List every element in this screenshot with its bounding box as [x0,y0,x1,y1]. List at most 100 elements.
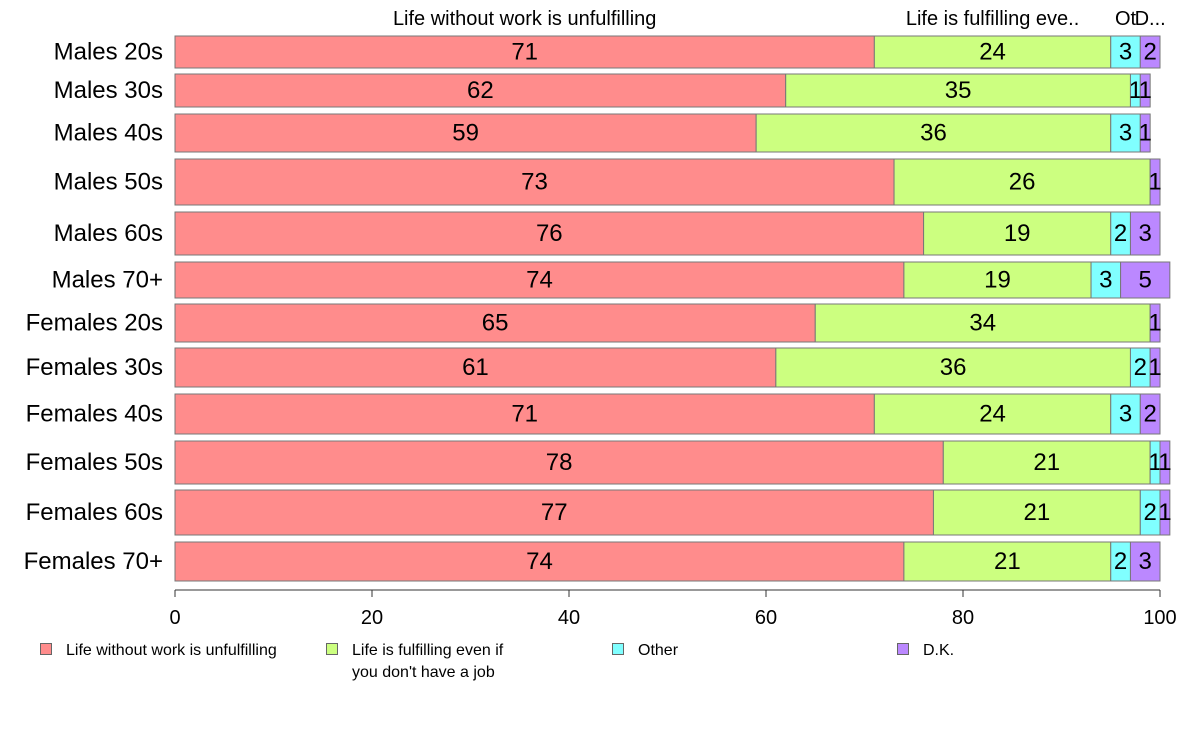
data-label: 21 [1033,449,1060,476]
bar-segment [1120,261,1171,299]
legend-item-fulfilling: Life is fulfilling even if you don't hav… [326,640,503,684]
bar-segment [1159,489,1171,536]
data-label: 35 [945,77,972,104]
data-label: 3 [1099,267,1112,294]
data-label: 21 [1024,499,1051,526]
data-label: 1 [1129,77,1142,104]
top-column-label: Life is fulfilling eve.. [906,8,1079,30]
legend-swatch [40,643,52,655]
bar-segment [1159,440,1171,485]
legend-label: Life is fulfilling even if you don't hav… [352,642,504,681]
data-label: 1 [1139,120,1152,147]
legend-label: Life without work is unfulfilling [66,642,277,659]
bar-segment [1149,158,1161,206]
data-label: 2 [1143,499,1156,526]
bar-segment [1110,113,1141,153]
bar-segment [1149,347,1161,388]
top-column-label: Life without work is unfulfilling [393,8,656,30]
bar-segment [174,303,816,343]
bar-segment [1110,35,1141,69]
data-label: 36 [940,354,967,381]
top-column-label: Ot [1115,8,1137,30]
category-label: Males 70+ [52,267,163,294]
legend-swatch [897,643,909,655]
category-label: Females 50s [26,449,163,476]
data-label: 71 [511,401,538,428]
data-label: 1 [1148,310,1161,337]
x-tick-label: 0 [169,607,180,629]
legend-swatch [612,643,624,655]
bar-segment [1129,541,1161,582]
bar-segment [1139,73,1151,108]
data-label: 1 [1148,449,1161,476]
data-label: 1 [1148,354,1161,381]
legend-item-other: Other [612,640,678,662]
data-label: 3 [1119,39,1132,66]
data-label: 36 [920,120,947,147]
category-label: Males 60s [54,220,163,247]
bar-segment [1139,35,1161,69]
bar-segment [1149,303,1161,343]
x-tick-label: 100 [1143,607,1176,629]
data-label: 2 [1114,220,1127,247]
data-label: 2 [1143,39,1156,66]
category-label: Males 50s [54,169,163,196]
bar-segment [814,303,1151,343]
bar-segment [174,73,787,108]
data-label: 24 [979,401,1006,428]
bar-segment [1110,393,1141,435]
data-label: 76 [536,220,563,247]
bar-segment [785,73,1131,108]
data-label: 19 [1004,220,1031,247]
legend-item-dk: D.K. [897,640,954,662]
bar-segment [174,347,777,388]
data-label: 62 [467,77,494,104]
data-label: 1 [1158,499,1171,526]
x-tick-label: 20 [361,607,383,629]
data-label: 2 [1143,401,1156,428]
data-label: 74 [526,548,553,575]
bar-segment [755,113,1112,153]
category-label: Females 40s [26,401,163,428]
x-tick-label: 80 [952,607,974,629]
data-label: 73 [521,169,548,196]
top-column-label: D... [1135,8,1166,30]
bar-segment [942,440,1151,485]
bar-segment [174,541,905,582]
bar-segment [775,347,1131,388]
bar-segment [174,489,934,536]
bar-segment [174,113,757,153]
data-label: 24 [979,39,1006,66]
bar-segment [873,35,1112,69]
data-label: 2 [1114,548,1127,575]
data-label: 1 [1148,169,1161,196]
bar-segment [174,393,875,435]
data-label: 77 [541,499,568,526]
bar-segment [174,211,925,256]
bar-segment [903,261,1092,299]
data-label: 5 [1139,267,1152,294]
data-label: 1 [1158,449,1171,476]
data-label: 26 [1009,169,1036,196]
data-label: 1 [1139,77,1152,104]
data-label: 59 [452,120,479,147]
bar-segment [1090,261,1122,299]
x-tick-label: 60 [755,607,777,629]
data-label: 3 [1119,401,1132,428]
bar-segment [932,489,1141,536]
bar-segment [893,158,1151,206]
data-label: 19 [984,267,1011,294]
category-label: Females 70+ [24,548,163,575]
data-label: 2 [1134,354,1147,381]
data-label: 3 [1139,220,1152,247]
bar-segment [174,35,875,69]
legend-item-unfulfilling: Life without work is unfulfilling [40,640,277,662]
data-label: 74 [526,267,553,294]
data-label: 65 [482,310,509,337]
data-label: 3 [1139,548,1152,575]
bar-segment [174,440,944,485]
bar-segment [903,541,1112,582]
category-label: Males 20s [54,39,163,66]
data-label: 34 [969,310,996,337]
